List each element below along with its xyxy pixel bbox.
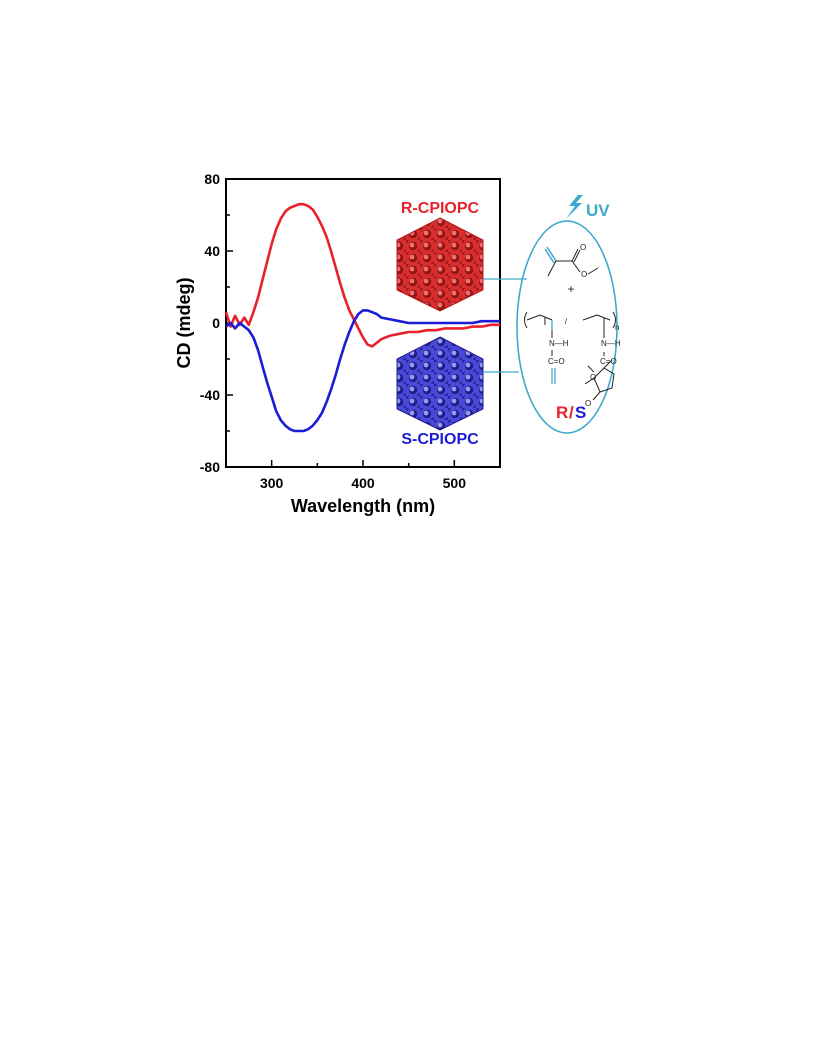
r-chirality-letter: R [556, 403, 568, 422]
monomer-structure-icon [544, 246, 599, 277]
series-line-s-cpiopc [225, 309, 500, 433]
chemistry-ellipse [516, 220, 618, 434]
carbonyl-label-left: C=O [548, 357, 565, 366]
y-tick-label: -40 [200, 387, 220, 403]
y-tick-label: 80 [204, 171, 220, 187]
s-cpiopc-label: S-CPIOPC [401, 431, 479, 448]
oxygen-label: O [581, 270, 587, 279]
subscript-n: n [615, 323, 619, 332]
x-tick-label: 500 [443, 475, 467, 491]
ring-oxygen-label: O [590, 373, 596, 382]
uv-label: UV [586, 201, 610, 220]
chirality-slash: / [569, 403, 574, 422]
keto-oxygen-label: O [585, 399, 591, 408]
y-axis-title: CD (mdeg) [174, 278, 194, 369]
amide-nh-label-right: N—H [601, 339, 621, 348]
r-photonic-crystal-illustration [396, 217, 484, 312]
carbonyl-label-right: C=O [600, 357, 617, 366]
lightning-icon [566, 195, 583, 219]
r-cpiopc-label: R-CPIOPC [401, 200, 480, 217]
slash-separator: / [565, 317, 568, 326]
polymer-structure-icon [524, 311, 616, 401]
oxygen-label: O [580, 243, 586, 252]
series-lines [224, 202, 500, 433]
plus-sign: + [567, 282, 574, 296]
x-tick-label: 300 [260, 475, 284, 491]
s-photonic-crystal-illustration [396, 336, 484, 431]
y-tick-label: -80 [200, 459, 220, 475]
s-chirality-letter: S [575, 403, 586, 422]
chirality-label: R / S [556, 403, 586, 422]
x-tick-label: 400 [351, 475, 375, 491]
y-tick-label: 0 [212, 315, 220, 331]
x-axis-title: Wavelength (nm) [291, 496, 435, 516]
series-line-r-cpiopc [224, 202, 500, 348]
amide-nh-label-left: N—H [549, 339, 569, 348]
y-tick-label: 40 [204, 243, 220, 259]
